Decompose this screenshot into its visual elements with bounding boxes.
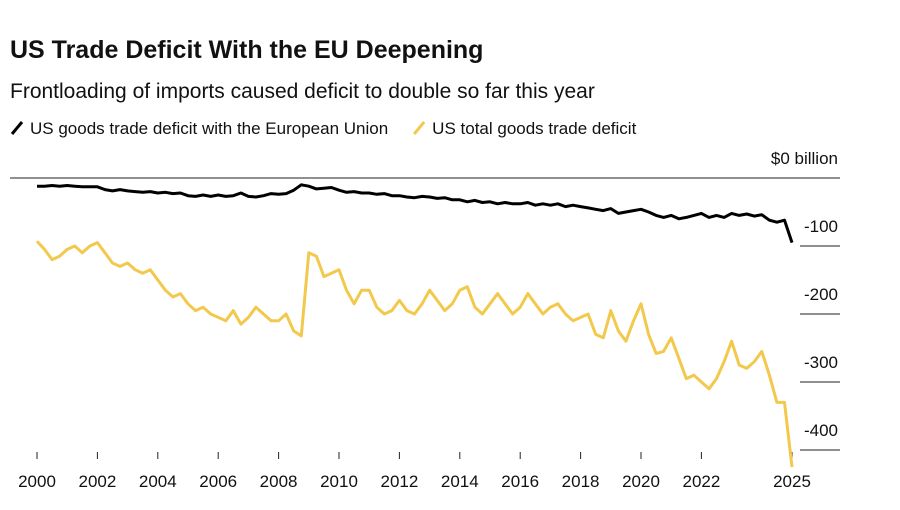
x-tick-label: 2022 xyxy=(682,472,720,491)
x-tick-label: 2000 xyxy=(18,472,56,491)
x-tick-label: 2014 xyxy=(441,472,479,491)
x-tick-label: 2004 xyxy=(139,472,177,491)
legend-label: US goods trade deficit with the European… xyxy=(30,119,388,138)
legend-label: US total goods trade deficit xyxy=(432,119,636,138)
chart-title: US Trade Deficit With the EU Deepening xyxy=(10,36,483,64)
x-tick-label: 2006 xyxy=(199,472,237,491)
chart-subtitle: Frontloading of imports caused deficit t… xyxy=(10,80,595,103)
data-line xyxy=(35,240,794,468)
x-tick-label: 2002 xyxy=(78,472,116,491)
x-tick-label: 2008 xyxy=(260,472,298,491)
legend-swatch xyxy=(10,121,24,135)
y-tick-label: -200 xyxy=(804,285,838,304)
y-tick-label: $0 billion xyxy=(771,149,838,168)
x-tick-label: 2010 xyxy=(320,472,358,491)
x-tick-label: 2016 xyxy=(501,472,539,491)
y-tick-label: -400 xyxy=(804,421,838,440)
legend-swatch xyxy=(413,121,426,135)
y-tick-label: -100 xyxy=(804,217,838,236)
x-tick-label: 2012 xyxy=(380,472,418,491)
x-tick-label: 2020 xyxy=(622,472,660,491)
y-tick-label: -300 xyxy=(804,353,838,372)
x-tick-label: 2018 xyxy=(562,472,600,491)
data-line xyxy=(37,183,794,244)
x-tick-label: 2025 xyxy=(773,472,811,491)
